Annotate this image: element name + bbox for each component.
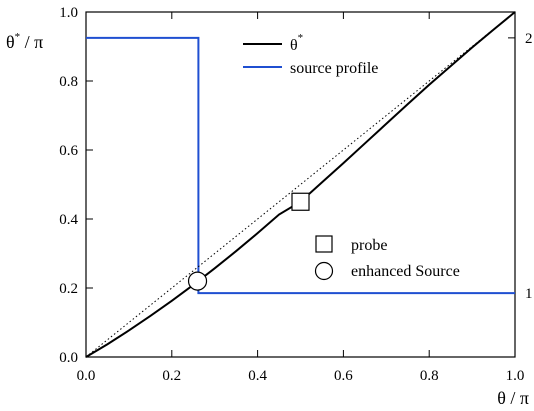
- right-tick-label-0: 1: [525, 286, 533, 302]
- x-tick-label-5: 1.0: [506, 368, 525, 384]
- legend-label-theta-star: θ*: [290, 32, 303, 54]
- x-tick-label-1: 0.2: [162, 368, 181, 384]
- marker-probe: [291, 192, 310, 211]
- x-tick-label-4: 0.8: [420, 368, 439, 384]
- legend-marker-probe: [315, 235, 333, 253]
- legend: θ* source profile probe enhanced Source: [243, 32, 460, 281]
- y-tick-label-0: 0.0: [59, 350, 78, 366]
- series-source-profile-line: [86, 36, 515, 295]
- x-tick-label-2: 0.4: [248, 368, 267, 384]
- legend-label-probe: probe: [351, 237, 387, 254]
- right-tick-label-1: 2: [525, 31, 533, 47]
- x-tick-label-3: 0.6: [334, 368, 353, 384]
- x-tick-label-0: 0.0: [77, 368, 96, 384]
- y-tick-label-4: 0.8: [59, 74, 78, 90]
- markers: [187, 192, 310, 291]
- y-tick-label-3: 0.6: [59, 143, 78, 159]
- y-tick-label-1: 0.2: [59, 281, 78, 297]
- y-tick-label-2: 0.4: [59, 212, 78, 228]
- legend-label-enhanced-source: enhanced Source: [351, 263, 460, 280]
- y-tick-label-5: 1.0: [59, 5, 78, 21]
- ticks: 0.0 0.2 0.4 0.6 0.8 1.0 0.0 0.2 0.4 0.6 0.8 1.0 1 2: [59, 5, 532, 384]
- legend-label-source-profile: source profile: [290, 60, 378, 77]
- x-axis-title: θ / π: [497, 388, 529, 408]
- plot-frame: [85, 11, 516, 358]
- marker-enhanced-source: [187, 271, 208, 291]
- legend-marker-enhanced-source: [314, 261, 334, 281]
- y-axis-title: θ* / π: [6, 31, 43, 52]
